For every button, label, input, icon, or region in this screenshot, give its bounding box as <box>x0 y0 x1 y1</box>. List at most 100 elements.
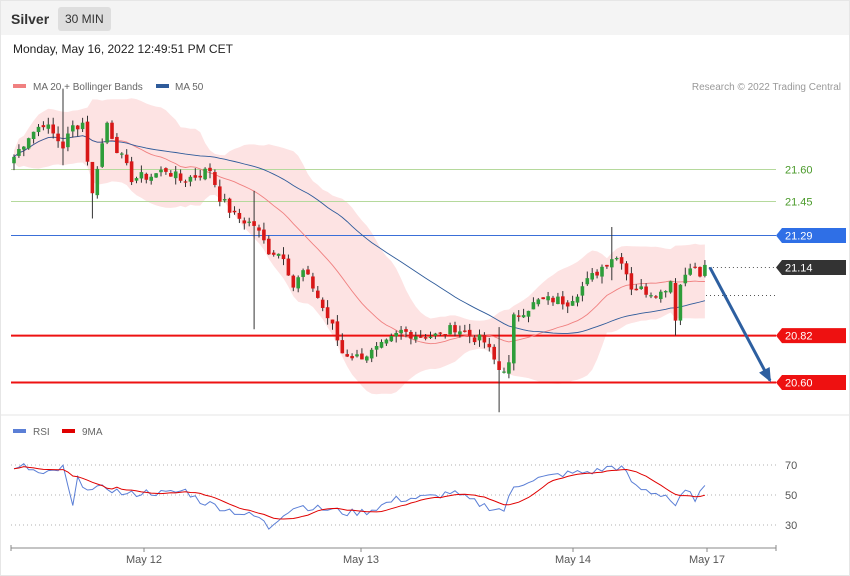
legend-ma20-label: MA 20 + Bollinger Bands <box>33 82 143 93</box>
time-axis-label: May 17 <box>689 554 725 566</box>
candle-body <box>644 286 648 295</box>
candle-body <box>139 172 144 179</box>
candle-body <box>71 125 75 132</box>
legend-ma50-swatch <box>156 84 169 88</box>
candle-body <box>570 301 575 306</box>
candle-body <box>497 361 501 371</box>
time-axis: May 12 May 13 May 14 May 17 <box>10 545 777 566</box>
candle-body <box>46 124 51 129</box>
level-lines-layer <box>11 169 776 384</box>
candle-body <box>448 325 452 335</box>
rsi-panel: 70 50 30 <box>11 460 797 532</box>
chart-date: Monday, May 16, 2022 12:49:51 PM CET <box>13 42 233 56</box>
candle-body <box>95 168 100 196</box>
rsi-level-label: 70 <box>785 460 797 472</box>
candle-body <box>600 266 604 277</box>
candle-body <box>350 356 354 359</box>
candle-body <box>296 277 300 289</box>
candle-body <box>409 331 413 339</box>
moving-averages-layer <box>13 135 706 345</box>
rsi-legend: RSI 9MA <box>13 427 103 438</box>
candle-body <box>605 264 609 267</box>
candle-body <box>399 329 403 334</box>
ma20-line <box>13 135 705 345</box>
candle-body <box>438 332 443 334</box>
candle-body <box>66 133 70 148</box>
candle-body <box>159 169 163 173</box>
candle-body <box>389 336 394 342</box>
bollinger-band-layer <box>14 98 705 395</box>
candle-body <box>203 168 207 180</box>
candle-body <box>213 172 217 185</box>
candle-body <box>335 321 340 341</box>
candle-body <box>218 186 222 202</box>
candle-body <box>502 371 506 373</box>
candle-body <box>472 337 477 343</box>
level-label-20.82: 20.82 <box>785 331 813 343</box>
candle-body <box>673 282 678 321</box>
candle-body <box>247 221 251 223</box>
candle-body <box>12 156 16 164</box>
candle-body <box>521 315 526 318</box>
candle-body <box>26 138 31 149</box>
legend-rsi-swatch <box>13 429 26 433</box>
candle-body <box>222 199 227 201</box>
candle-body <box>531 302 536 310</box>
candle-body <box>301 270 305 277</box>
candle-body <box>404 329 408 332</box>
candle-body <box>267 238 271 255</box>
candle-body <box>453 325 457 333</box>
candle-body <box>492 346 496 360</box>
level-label-21.29: 21.29 <box>785 231 813 243</box>
candle-body <box>418 336 423 338</box>
candle-body <box>316 290 320 298</box>
level-tag-21.29 <box>776 228 846 244</box>
level-label-21.45: 21.45 <box>785 196 813 208</box>
candles-layer <box>12 88 707 413</box>
candle-body <box>384 339 389 344</box>
candle-body <box>100 143 104 167</box>
candle-body <box>129 161 134 183</box>
candle-body <box>423 337 428 339</box>
candle-body <box>345 354 349 357</box>
candle-body <box>575 296 580 303</box>
candle-body <box>75 125 80 130</box>
level-tag-20.60 <box>776 374 846 390</box>
level-label-21.60: 21.60 <box>785 165 813 177</box>
candle-body <box>585 278 590 285</box>
forecast-arrow-line <box>708 266 772 382</box>
candle-body <box>629 273 634 290</box>
candle-body <box>144 173 149 180</box>
candle-body <box>252 221 256 226</box>
candle-body <box>124 154 129 164</box>
candle-body <box>208 167 212 172</box>
candle-body <box>262 229 266 241</box>
candle-body <box>477 334 482 341</box>
candle-body <box>698 266 702 277</box>
rsi-level-label: 50 <box>785 490 797 502</box>
legend-9ma-label: 9MA <box>82 427 103 438</box>
credit-text: Research © 2022 Trading Central <box>692 82 841 93</box>
candle-body <box>683 274 688 284</box>
candle-body <box>80 122 85 130</box>
candle-body <box>595 271 599 276</box>
candle-body <box>516 315 521 317</box>
candle-body <box>242 220 247 224</box>
candle-body <box>320 299 325 308</box>
candle-body <box>556 296 560 305</box>
candle-body <box>36 126 41 133</box>
candle-body <box>659 291 663 300</box>
candle-body <box>374 345 379 350</box>
candle-body <box>286 258 291 276</box>
candle-body <box>536 299 541 305</box>
candle-body <box>85 121 90 162</box>
candle-body <box>693 266 697 268</box>
ma50-line <box>13 135 706 334</box>
chart-header: Silver 30 MIN <box>1 1 849 35</box>
candle-body <box>51 124 55 134</box>
timeframe-button[interactable]: 30 MIN <box>58 7 111 31</box>
candle-body <box>551 297 555 303</box>
candle-body <box>325 307 330 319</box>
candle-body <box>639 286 643 289</box>
candle-body <box>105 122 109 143</box>
